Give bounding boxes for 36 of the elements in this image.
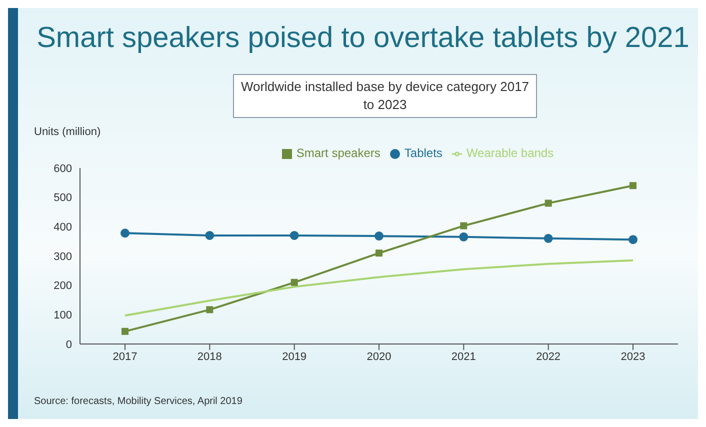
legend-label: Smart speakers (296, 146, 380, 160)
point (460, 222, 468, 230)
chart-subtitle: Worldwide installed base by device category 2017 to 2023 (233, 74, 537, 118)
y-axis-title: Units (million) (34, 126, 101, 138)
y-tick-label: 300 (54, 250, 72, 263)
point (374, 232, 384, 241)
chart-title: Smart speakers poised to overtake tablets by 2021 (36, 22, 690, 55)
source-note: Source: forecasts, Mobility Services, April 2019 (34, 396, 242, 407)
legend-label: Wearable bands (466, 146, 554, 160)
y-tick-label: 400 (54, 222, 72, 234)
point (630, 182, 636, 190)
y-tick-label: 200 (54, 280, 72, 292)
point (205, 230, 214, 240)
x-tick-label: 2022 (536, 350, 561, 363)
point (544, 234, 553, 243)
point (628, 235, 638, 244)
point (122, 328, 128, 335)
y-tick-label: 100 (54, 310, 72, 322)
y-tick-label: 500 (54, 192, 72, 204)
point (544, 200, 552, 207)
line-series (124, 259, 634, 317)
point (206, 306, 214, 314)
point (120, 228, 130, 238)
x-tick-label: 2020 (366, 350, 392, 363)
point (459, 232, 468, 242)
legend-label: Tablets (404, 146, 442, 160)
y-tick-label: 0 (66, 338, 72, 351)
point (376, 250, 382, 257)
x-tick-label: 2018 (197, 350, 222, 363)
point (290, 230, 299, 240)
y-tick-label: 600 (54, 162, 72, 175)
x-tick-label: 2021 (451, 350, 476, 363)
x-tick-label: 2017 (112, 350, 138, 363)
x-tick-label: 2023 (620, 350, 646, 363)
x-tick-label: 2019 (282, 350, 307, 363)
point (290, 278, 298, 286)
